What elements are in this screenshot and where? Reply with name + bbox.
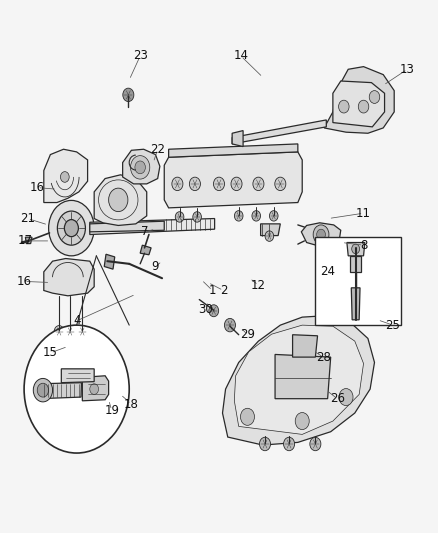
Polygon shape — [261, 224, 280, 236]
Circle shape — [240, 408, 254, 425]
Circle shape — [283, 437, 295, 451]
Circle shape — [54, 326, 64, 337]
Polygon shape — [90, 221, 164, 232]
Polygon shape — [25, 237, 32, 244]
Text: 18: 18 — [124, 398, 139, 410]
Text: 25: 25 — [385, 319, 400, 332]
Text: 26: 26 — [330, 392, 345, 405]
Text: 9: 9 — [152, 260, 159, 273]
Polygon shape — [275, 354, 331, 399]
Circle shape — [313, 225, 329, 244]
Circle shape — [57, 211, 85, 245]
Polygon shape — [82, 376, 109, 401]
Polygon shape — [90, 219, 215, 235]
Circle shape — [131, 156, 150, 179]
Circle shape — [269, 211, 278, 221]
Circle shape — [60, 172, 69, 182]
Text: 16: 16 — [17, 275, 32, 288]
Circle shape — [317, 229, 325, 240]
Bar — [315, 237, 401, 325]
Circle shape — [123, 88, 134, 102]
Text: 29: 29 — [240, 328, 255, 341]
Circle shape — [259, 437, 271, 451]
Circle shape — [24, 325, 129, 453]
Polygon shape — [61, 369, 94, 383]
Circle shape — [252, 211, 261, 221]
Text: 22: 22 — [150, 143, 165, 156]
Circle shape — [109, 188, 128, 212]
Circle shape — [275, 177, 286, 191]
Circle shape — [90, 384, 99, 394]
Polygon shape — [234, 325, 364, 434]
Circle shape — [175, 212, 184, 222]
Circle shape — [33, 378, 53, 402]
Polygon shape — [350, 256, 361, 272]
Polygon shape — [232, 131, 243, 147]
Circle shape — [265, 231, 274, 241]
Circle shape — [295, 413, 309, 430]
Polygon shape — [232, 120, 326, 144]
Circle shape — [253, 177, 264, 191]
Polygon shape — [333, 81, 385, 127]
Circle shape — [65, 326, 75, 337]
Polygon shape — [351, 288, 360, 320]
Text: 21: 21 — [20, 212, 35, 225]
Polygon shape — [301, 223, 341, 246]
Text: 23: 23 — [133, 50, 148, 62]
Text: 8: 8 — [360, 239, 367, 252]
Text: 4: 4 — [73, 314, 81, 327]
Circle shape — [234, 211, 243, 221]
Circle shape — [339, 389, 353, 406]
Polygon shape — [293, 335, 318, 357]
Polygon shape — [324, 67, 394, 133]
Circle shape — [193, 212, 201, 222]
Polygon shape — [39, 383, 81, 399]
Polygon shape — [104, 254, 115, 269]
Text: 12: 12 — [251, 279, 266, 292]
Polygon shape — [123, 149, 160, 184]
Circle shape — [78, 326, 87, 337]
Circle shape — [172, 177, 183, 191]
Circle shape — [49, 200, 94, 256]
Polygon shape — [223, 316, 374, 445]
Text: 24: 24 — [320, 265, 335, 278]
Polygon shape — [347, 243, 365, 256]
Text: 11: 11 — [356, 207, 371, 220]
Polygon shape — [169, 144, 298, 157]
Text: 13: 13 — [400, 63, 415, 76]
Polygon shape — [140, 245, 151, 255]
Text: 28: 28 — [316, 351, 331, 364]
Text: 17: 17 — [18, 235, 33, 247]
Text: 30: 30 — [198, 303, 213, 316]
Circle shape — [189, 177, 201, 191]
Circle shape — [209, 305, 219, 317]
Text: 16: 16 — [30, 181, 45, 194]
Circle shape — [352, 244, 360, 254]
Polygon shape — [44, 259, 94, 296]
Circle shape — [135, 161, 145, 174]
Text: 15: 15 — [43, 346, 58, 359]
Text: 1: 1 — [208, 284, 216, 297]
Circle shape — [64, 220, 78, 237]
Circle shape — [37, 383, 49, 397]
Text: 14: 14 — [233, 50, 248, 62]
Polygon shape — [164, 152, 302, 208]
Text: 19: 19 — [104, 404, 119, 417]
Text: 2: 2 — [219, 284, 227, 297]
Circle shape — [224, 318, 236, 332]
Polygon shape — [94, 175, 147, 225]
Circle shape — [339, 100, 349, 113]
Text: 7: 7 — [141, 225, 148, 238]
Circle shape — [369, 91, 380, 103]
Circle shape — [358, 100, 369, 113]
Circle shape — [213, 177, 225, 191]
Circle shape — [231, 177, 242, 191]
Circle shape — [310, 437, 321, 451]
Polygon shape — [44, 149, 88, 203]
